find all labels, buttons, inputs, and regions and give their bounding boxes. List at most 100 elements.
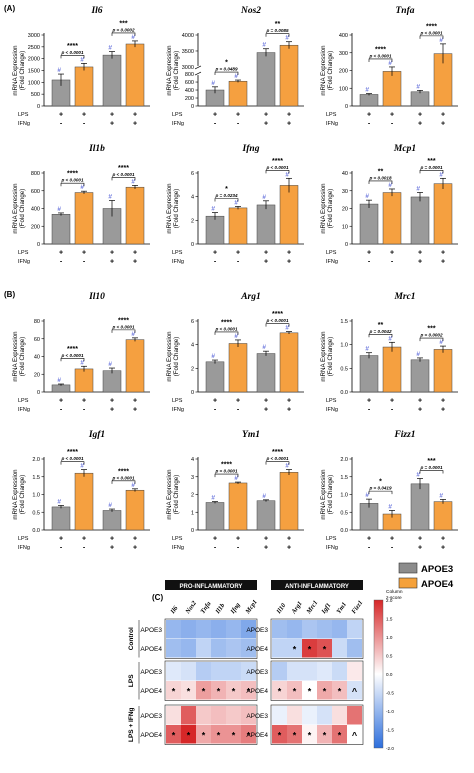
- heatmap-cell: [317, 706, 332, 725]
- heatmap-cell-mark: *: [308, 644, 312, 654]
- y-tick-label: 0: [345, 242, 348, 248]
- group-header-anti: [271, 580, 363, 590]
- bar-apoe3: [359, 355, 379, 393]
- significance-hash: #: [211, 353, 215, 360]
- comparison-bracket: [111, 329, 136, 333]
- colorbar-title-2: z-score: [386, 595, 402, 601]
- lps-mark: +: [390, 112, 394, 119]
- lps-mark: +: [213, 398, 217, 405]
- heatmap-cell-mark: *: [187, 686, 191, 696]
- heatmap-column-label: Il1b: [214, 602, 227, 616]
- ifng-mark: -: [237, 259, 240, 266]
- ifng-mark: +: [441, 121, 445, 128]
- bar-apoe4: [228, 343, 248, 393]
- bar-apoe3: [102, 54, 122, 107]
- lps-mark: +: [59, 398, 63, 405]
- heatmap-cell: [211, 725, 226, 744]
- heatmap-cell: [181, 620, 196, 639]
- bar-chart-il6: Il6 mRNA Expression (Fold Change) 0 500 1000 1…: [12, 6, 150, 128]
- significance-hash: #: [285, 35, 289, 42]
- significance-hash: #: [131, 331, 135, 338]
- p-value-label: p = 0.0042: [368, 329, 392, 334]
- p-value-label: p < 0.0001: [111, 172, 135, 177]
- y-axis-label: mRNA Expression: [320, 331, 327, 382]
- legend-swatch-apoe3: [398, 562, 418, 574]
- comparison-bracket: [419, 337, 444, 342]
- heatmap-cell: [166, 639, 181, 658]
- y-tick-label: 10: [342, 224, 348, 230]
- ifng-mark: +: [287, 545, 291, 552]
- heatmap-cell-mark: *: [293, 686, 297, 696]
- significance-stars: ****: [118, 468, 129, 475]
- significance-hash: #: [211, 495, 215, 502]
- y-axis-label: mRNA Expression: [166, 45, 173, 96]
- group-header-pro: [165, 580, 257, 590]
- y-tick-label: 400: [185, 88, 194, 94]
- bar-apoe4: [228, 207, 248, 245]
- ifng-mark: +: [441, 259, 445, 266]
- bar-chart-fizz1: Fizz1 mRNA Expression (Fold Change) 0.0 0.5 1…: [320, 430, 458, 552]
- significance-hash: #: [262, 42, 266, 49]
- bar-apoe3: [410, 196, 430, 245]
- heatmap-cell-mark: *: [293, 644, 297, 654]
- heatmap-cell-mark: *: [202, 686, 206, 696]
- heatmap-cell-mark: *: [278, 686, 282, 696]
- ifng-mark: +: [133, 121, 137, 128]
- bar-apoe4: [279, 332, 299, 393]
- y-tick-label: 1.0: [340, 493, 348, 499]
- y-axis-label-2: (Fold Change): [173, 475, 180, 515]
- row-label-ifng: IFNg: [326, 121, 338, 127]
- lps-mark: +: [213, 250, 217, 257]
- bar-apoe3: [205, 502, 225, 531]
- heatmap-cell: [302, 639, 317, 658]
- y-axis-label-2: (Fold Change): [19, 189, 26, 229]
- bar-apoe3: [102, 370, 122, 393]
- significance-hash: #: [262, 194, 266, 201]
- p-value-label: p < 0.0001: [368, 53, 392, 58]
- row-label-lps: LPS: [326, 398, 337, 404]
- heatmap-cell-mark: *: [202, 730, 206, 740]
- lps-mark: +: [441, 250, 445, 257]
- ifng-mark: -: [83, 259, 86, 266]
- bar-apoe4: [74, 66, 94, 107]
- chart-title: Mcp1: [393, 144, 416, 154]
- ifng-mark: -: [391, 259, 394, 266]
- y-tick-label: 1.5: [340, 319, 348, 325]
- y-tick-label: 6: [191, 171, 194, 177]
- heatmap-cell: [302, 620, 317, 639]
- heatmap-cell: [317, 681, 332, 700]
- lps-mark: +: [59, 112, 63, 119]
- bar-apoe4: [433, 183, 453, 245]
- heatmap-cell: [272, 725, 287, 744]
- heatmap-cell-mark: ^: [352, 686, 358, 696]
- comparison-bracket: [419, 470, 444, 474]
- bar-apoe4: [279, 44, 299, 107]
- row-label-ifng: IFNg: [326, 259, 338, 265]
- heatmap: PRO-INFLAMMATORY ANTI-INFLAMMATORY Il6 Nos2…: [128, 580, 403, 751]
- bar-apoe4: [382, 192, 402, 245]
- significance-stars: ****: [272, 158, 283, 165]
- heatmap-row-label: APOE4: [246, 646, 268, 653]
- lps-mark: +: [441, 398, 445, 405]
- y-tick-label: 800: [31, 171, 40, 177]
- significance-hash: #: [285, 463, 289, 470]
- y-tick-label: 0.5: [32, 510, 40, 516]
- significance-hash: #: [234, 475, 238, 482]
- lps-mark: +: [236, 398, 240, 405]
- y-tick-label: 2000: [28, 57, 40, 63]
- comparison-bracket: [265, 33, 290, 37]
- significance-hash: #: [57, 499, 61, 506]
- heatmap-row-label: APOE3: [140, 669, 162, 676]
- heatmap-cell: [287, 620, 302, 639]
- heatmap-cell: [272, 681, 287, 700]
- lps-mark: +: [133, 112, 137, 119]
- p-value-label: p = 0.0419: [368, 486, 392, 491]
- comparison-bracket: [214, 198, 239, 202]
- heatmap-row-label: APOE3: [140, 627, 162, 634]
- heatmap-column-label: Mcp1: [244, 599, 259, 616]
- significance-hash: #: [416, 472, 420, 479]
- row-label-ifng: IFNg: [326, 545, 338, 551]
- y-tick-label: 2.0: [340, 457, 348, 463]
- y-tick-label: 400: [31, 207, 40, 213]
- significance-hash: #: [365, 193, 369, 200]
